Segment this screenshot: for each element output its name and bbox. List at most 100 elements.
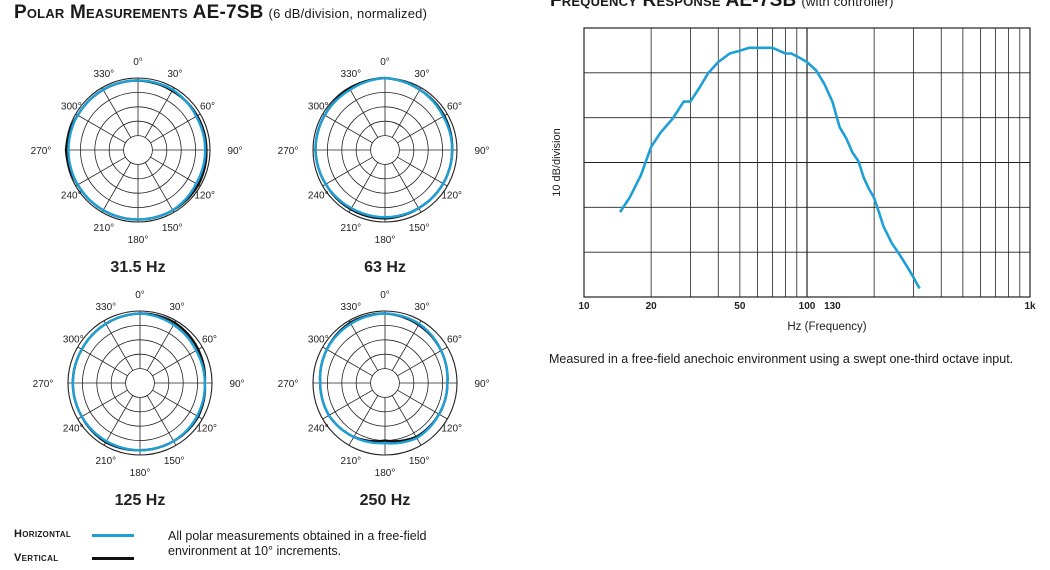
polar-angle-label: 90° bbox=[227, 146, 242, 157]
polar-spoke bbox=[101, 87, 132, 138]
polar-spoke bbox=[101, 162, 132, 213]
polar-spoke bbox=[152, 346, 203, 377]
polar-frequency-label: 125 Hz bbox=[115, 492, 166, 509]
legend-horizontal-label: Horizontal bbox=[14, 528, 72, 540]
polar-angle-label: 300° bbox=[61, 102, 82, 113]
polar-spoke bbox=[397, 346, 448, 377]
polar-angle-label: 60° bbox=[200, 102, 215, 113]
polar-angle-label: 120° bbox=[441, 191, 462, 202]
polar-angle-label: 300° bbox=[308, 102, 329, 113]
polar-angle-label: 90° bbox=[474, 379, 489, 390]
polar-ring bbox=[370, 368, 400, 398]
polar-angle-label: 180° bbox=[375, 235, 396, 246]
polar-subtitle: (6 dB/division, normalized) bbox=[268, 6, 428, 21]
polar-angle-label: 0° bbox=[135, 290, 145, 301]
polar-spoke bbox=[322, 389, 373, 420]
polar-title-text: Polar Measurements AE-7SB bbox=[14, 2, 264, 23]
polar-angle-label: 180° bbox=[128, 235, 149, 246]
polar-angle-label: 300° bbox=[63, 335, 84, 346]
polar-angle-label: 240° bbox=[61, 191, 82, 202]
polar-spoke bbox=[397, 113, 448, 144]
legend-horizontal-line bbox=[92, 534, 134, 537]
polar-series-horizontal bbox=[67, 79, 207, 221]
polar-angle-label: 90° bbox=[474, 146, 489, 157]
polar-angle-label: 240° bbox=[308, 424, 329, 435]
fr-x-axis-label: Hz (Frequency) bbox=[787, 321, 866, 333]
frequency-note: Measured in a free-field anechoic enviro… bbox=[549, 352, 1014, 366]
polar-spoke bbox=[103, 320, 134, 371]
polar-angle-label: 0° bbox=[380, 57, 390, 68]
polar-spoke bbox=[150, 113, 201, 144]
polar-angle-label: 120° bbox=[194, 191, 215, 202]
legend-vertical-line bbox=[92, 557, 134, 560]
polar-series-horizontal bbox=[71, 312, 207, 452]
polar-spoke bbox=[75, 156, 126, 187]
polar-ring bbox=[125, 368, 155, 398]
frequency-subtitle: (with controller) bbox=[801, 0, 894, 9]
polar-chart-0: 0° 30° 330° 60° 300° 90° 270° 120° 240° 150° 210° 1… bbox=[31, 57, 243, 276]
polar-spoke bbox=[322, 346, 373, 377]
polar-angle-label: 150° bbox=[164, 456, 185, 467]
polar-angle-label: 120° bbox=[441, 424, 462, 435]
polar-chart-2: 0° 30° 330° 60° 300° 90° 270° 120° 240° 150° 210° 1… bbox=[33, 290, 245, 509]
polar-title: Polar Measurements AE-7SB (6 dB/division,… bbox=[14, 2, 427, 24]
polar-spoke bbox=[144, 87, 175, 138]
polar-angle-label: 330° bbox=[341, 69, 362, 80]
polar-angle-label: 270° bbox=[33, 379, 54, 390]
polar-spoke bbox=[146, 320, 177, 371]
polar-spoke bbox=[77, 346, 128, 377]
polar-charts: 0° 30° 330° 60° 300° 90° 270° 120° 240° 150° 210° 1… bbox=[31, 57, 490, 509]
polar-angle-label: 30° bbox=[169, 302, 184, 313]
polar-series-horizontal bbox=[314, 76, 454, 219]
polar-spoke bbox=[103, 395, 134, 446]
frequency-response-chart: 10 20 50 100 130 1k 10 dB/division Hz (Frequenc… bbox=[551, 27, 1036, 333]
polar-angle-label: 150° bbox=[409, 223, 430, 234]
polar-angle-label: 30° bbox=[414, 302, 429, 313]
polar-spoke bbox=[348, 162, 379, 213]
polar-series-horizontal bbox=[318, 312, 449, 445]
polar-chart-3: 0° 30° 330° 60° 300° 90° 270° 120° 240° 150° 210° 1… bbox=[278, 290, 490, 509]
polar-angle-label: 240° bbox=[308, 191, 329, 202]
polar-spoke bbox=[391, 87, 422, 138]
polar-angle-label: 90° bbox=[229, 379, 244, 390]
fr-series-horizontal bbox=[618, 46, 921, 290]
polar-frequency-label: 250 Hz bbox=[360, 492, 411, 509]
fr-x-tick-label: 100 bbox=[799, 301, 816, 312]
polar-spoke bbox=[75, 113, 126, 144]
polar-angle-label: 0° bbox=[133, 57, 143, 68]
frequency-title-text: Frequency Response AE-7SB bbox=[550, 0, 797, 11]
fr-x-tick-label: 20 bbox=[646, 301, 658, 312]
polar-angle-label: 210° bbox=[94, 223, 115, 234]
polar-angle-label: 330° bbox=[94, 69, 115, 80]
polar-spoke bbox=[322, 156, 373, 187]
polar-angle-label: 30° bbox=[167, 69, 182, 80]
polar-angle-label: 210° bbox=[341, 456, 362, 467]
polar-ring bbox=[123, 135, 153, 165]
polar-note: All polar measurements obtained in a fre… bbox=[168, 529, 427, 558]
fr-x-tick-label: 1k bbox=[1024, 301, 1036, 312]
polar-spoke bbox=[77, 389, 128, 420]
polar-angle-label: 180° bbox=[130, 468, 151, 479]
fr-x-tick-label: 130 bbox=[824, 301, 841, 312]
polar-angle-label: 150° bbox=[409, 456, 430, 467]
polar-angle-label: 0° bbox=[380, 290, 390, 301]
polar-spoke bbox=[322, 113, 373, 144]
legend-vertical-label: Vertical bbox=[14, 552, 59, 564]
polar-frequency-label: 63 Hz bbox=[364, 259, 406, 276]
frequency-title: Frequency Response AE-7SB (with controlle… bbox=[550, 0, 894, 12]
polar-angle-label: 60° bbox=[447, 102, 462, 113]
polar-spoke bbox=[348, 320, 379, 371]
polar-ring bbox=[370, 135, 400, 165]
polar-angle-label: 180° bbox=[375, 468, 396, 479]
polar-angle-label: 330° bbox=[341, 302, 362, 313]
polar-spoke bbox=[152, 389, 203, 420]
polar-angle-label: 210° bbox=[341, 223, 362, 234]
polar-spoke bbox=[397, 156, 448, 187]
polar-angle-label: 120° bbox=[196, 424, 217, 435]
polar-angle-label: 300° bbox=[308, 335, 329, 346]
polar-spoke bbox=[391, 162, 422, 213]
polar-angle-label: 150° bbox=[162, 223, 183, 234]
polar-angle-label: 330° bbox=[96, 302, 117, 313]
polar-angle-label: 30° bbox=[414, 69, 429, 80]
polar-angle-label: 60° bbox=[202, 335, 217, 346]
